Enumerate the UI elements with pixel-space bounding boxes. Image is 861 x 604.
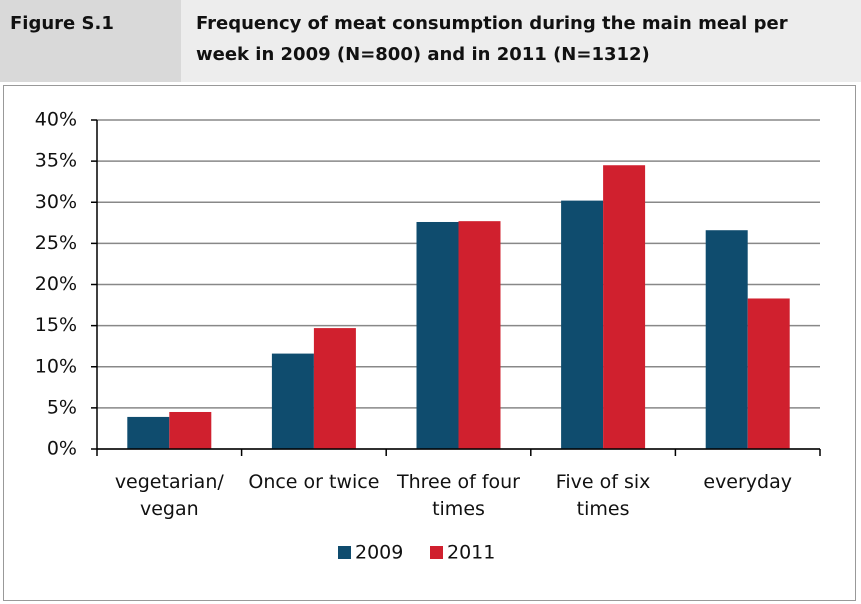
figure-label: Figure S.1 — [10, 13, 114, 34]
legend-swatch — [430, 546, 443, 559]
bar — [747, 298, 790, 449]
bar — [271, 353, 314, 449]
x-tick-label: vegetarian/vegan — [115, 471, 225, 520]
y-tick-label: 10% — [35, 355, 77, 377]
y-tick-label: 20% — [35, 273, 77, 295]
chart-frame — [3, 85, 856, 601]
legend-swatch — [338, 546, 351, 559]
bar — [127, 416, 170, 449]
y-tick-label: 35% — [35, 150, 77, 172]
bar — [458, 221, 501, 449]
x-tick-label: Three of four times — [396, 471, 520, 520]
x-tick-label: everyday — [703, 471, 792, 493]
x-tick-label: Five of six times — [556, 471, 651, 520]
bar — [169, 411, 212, 449]
bar — [603, 165, 646, 450]
header: Figure S.1 Frequency of meat consumption… — [0, 0, 861, 82]
y-tick-label: 5% — [47, 396, 77, 418]
bar — [416, 221, 459, 449]
legend-label: 2011 — [447, 542, 495, 564]
y-tick-label: 15% — [35, 314, 77, 336]
bar — [561, 200, 604, 449]
y-tick-label: 40% — [35, 109, 77, 131]
chart-title: Frequency of meat consumption during the… — [196, 13, 788, 65]
bar — [705, 230, 748, 449]
y-tick-label: 25% — [35, 232, 77, 254]
y-tick-label: 0% — [47, 438, 77, 460]
figure-cell: Figure S.1 — [0, 0, 181, 82]
y-tick-label: 30% — [35, 191, 77, 213]
x-tick-label: Once or twice — [248, 471, 379, 493]
legend-label: 2009 — [355, 542, 403, 564]
bar — [313, 328, 356, 449]
